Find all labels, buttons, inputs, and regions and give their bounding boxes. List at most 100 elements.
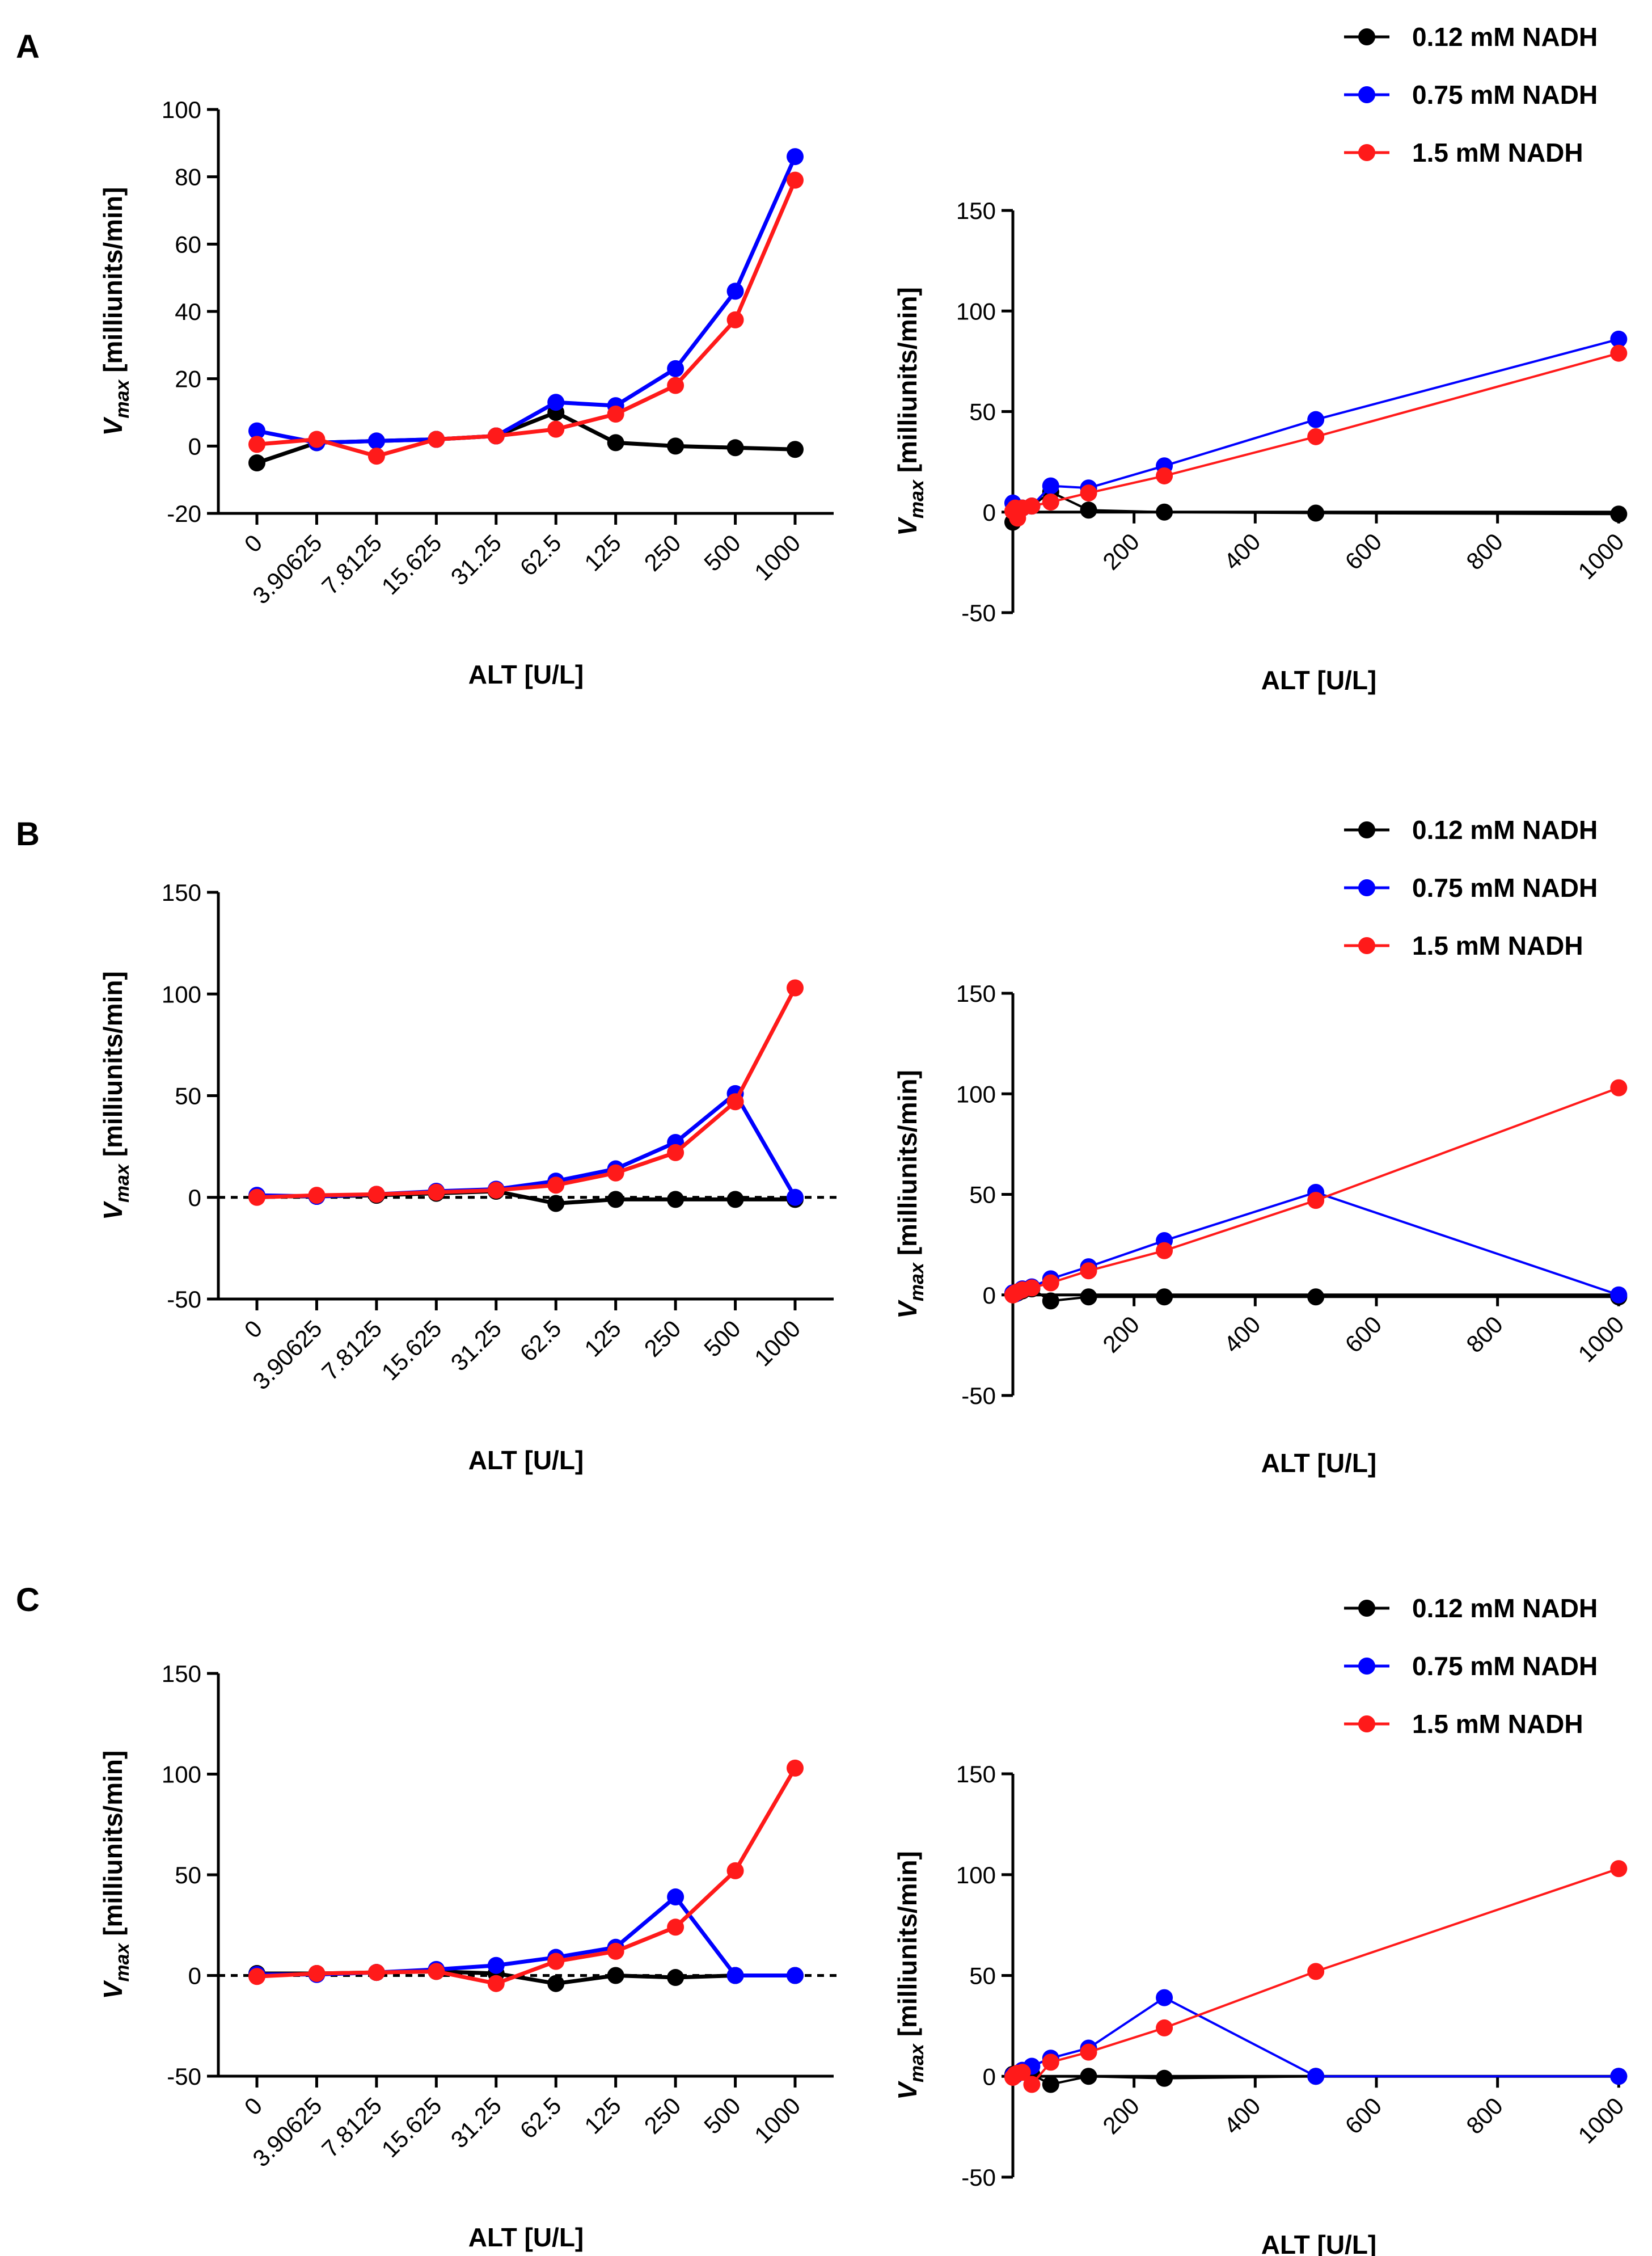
chart-a-right: -50 0 50 100 150 200 400 600 800 1000 ALT [U/L] Vma…	[893, 197, 1629, 695]
x-tick-label: 1000	[1573, 1311, 1629, 1367]
y-tick-label: 60	[175, 231, 201, 258]
series-0-75-mm-nadh	[248, 1888, 804, 1984]
data-point	[1307, 1963, 1325, 1980]
x-tick-label: 0	[239, 1315, 268, 1343]
x-axis-title: ALT [U/L]	[1261, 2230, 1377, 2256]
data-point	[667, 1918, 685, 1936]
data-point	[308, 431, 326, 448]
data-point	[1610, 330, 1628, 348]
x-tick-label: 62.5	[515, 529, 567, 581]
x-axis-title: ALT [U/L]	[468, 1445, 584, 1475]
y-axis-title-v: V	[98, 416, 128, 436]
data-point	[787, 1967, 804, 1984]
series-1-5-mm-nadh	[248, 979, 804, 1206]
data-point	[487, 1956, 505, 1974]
y-axis-title-v: V	[98, 1201, 128, 1220]
data-point	[1307, 1192, 1325, 1209]
data-point	[1080, 1262, 1097, 1280]
series-0-75-mm-nadh	[1004, 1989, 1628, 2085]
legend-label: 1.5 mM NADH	[1412, 931, 1583, 960]
data-point	[308, 1187, 326, 1204]
x-tick-label: 250	[639, 1315, 686, 1362]
legend-label: 1.5 mM NADH	[1412, 1709, 1583, 1739]
x-axis-title: ALT [U/L]	[1261, 1448, 1377, 1478]
data-point	[428, 1963, 445, 1980]
chart-b-right: -50 0 50 100 150 200 400 600 800 1000 ALT [U/L] Vma…	[893, 980, 1629, 1478]
data-point	[787, 441, 804, 458]
y-tick-label: 50	[969, 1963, 996, 1989]
y-tick-label: -50	[961, 2164, 996, 2191]
data-point	[726, 311, 744, 328]
x-tick-label: 200	[1097, 2092, 1144, 2139]
x-tick-label: 600	[1340, 2092, 1387, 2139]
data-point	[1156, 2069, 1173, 2087]
data-point	[607, 405, 624, 423]
data-point	[487, 427, 505, 445]
data-point	[248, 422, 265, 440]
data-point	[1156, 2019, 1173, 2036]
data-point	[428, 1183, 445, 1201]
data-point	[726, 1967, 744, 1984]
x-tick-label: 125	[579, 529, 626, 576]
y-tick-label: -50	[961, 1382, 996, 1409]
data-point	[607, 1942, 624, 1960]
data-point	[547, 1177, 565, 1194]
legend-label: 0.12 mM NADH	[1412, 815, 1598, 845]
y-axis-title: Vmax [milliunits/min]	[893, 1851, 928, 2100]
legend-label: 0.75 mM NADH	[1412, 80, 1598, 109]
legend-marker	[1358, 937, 1375, 954]
y-tick-label: 50	[969, 399, 996, 425]
data-point	[667, 1144, 685, 1161]
data-point	[248, 454, 265, 471]
data-point	[1307, 1288, 1325, 1306]
y-tick-label: 150	[956, 197, 996, 224]
y-axis-title-unit: [milliunits/min]	[893, 1070, 922, 1263]
y-tick-label: 0	[983, 499, 996, 526]
y-tick-label: 0	[188, 433, 201, 459]
series-line	[1013, 1996, 1619, 2078]
x-tick-label: 800	[1461, 1311, 1508, 1358]
x-tick-label: 1000	[1573, 2092, 1629, 2148]
data-point	[787, 148, 804, 166]
y-tick-label: 150	[162, 879, 201, 906]
data-point	[667, 377, 685, 394]
x-tick-label: 500	[699, 529, 746, 576]
data-point	[1023, 1279, 1041, 1297]
series-0-75-mm-nadh	[248, 148, 804, 452]
legend-label: 1.5 mM NADH	[1412, 138, 1583, 167]
y-tick-label: 100	[956, 298, 996, 324]
series-line	[256, 1767, 797, 1986]
x-tick-label: 31.25	[446, 529, 507, 591]
x-tick-label: 31.25	[446, 2092, 507, 2153]
panel-label: B	[16, 816, 40, 853]
x-tick-label: 400	[1219, 528, 1266, 575]
x-tick-label: 400	[1219, 1311, 1266, 1358]
data-point	[667, 360, 685, 377]
legend-marker	[1358, 28, 1375, 45]
y-tick-label: -50	[167, 2063, 201, 2090]
data-point	[607, 1967, 624, 1984]
y-tick-label: 0	[188, 1184, 201, 1211]
x-tick-label: 500	[699, 2092, 746, 2139]
data-point	[367, 1964, 385, 1981]
data-point	[787, 1759, 804, 1777]
data-point	[1042, 1292, 1059, 1310]
y-axis-title-v: V	[893, 517, 922, 536]
legend-label: 0.75 mM NADH	[1412, 873, 1598, 903]
y-axis-title-sub: max	[112, 1163, 133, 1203]
y-tick-label: 0	[188, 1963, 201, 1989]
x-tick-label: 200	[1097, 1311, 1144, 1358]
data-point	[726, 439, 744, 457]
chart-c-right: -50 0 50 100 150 200 400 600 800 1000 ALT [U/L] Vma…	[893, 1761, 1629, 2256]
data-point	[787, 979, 804, 997]
y-axis-title: Vmax [milliunits/min]	[893, 1070, 928, 1319]
legend-label: 0.12 mM NADH	[1412, 22, 1598, 52]
y-tick-label: 150	[162, 1660, 201, 1687]
data-point	[1307, 504, 1325, 522]
y-axis-title-sub: max	[112, 1942, 133, 1981]
y-tick-label: 80	[175, 164, 201, 191]
data-point	[428, 431, 445, 448]
legend-marker	[1358, 821, 1375, 838]
x-tick-label: 62.5	[515, 1315, 567, 1367]
series-line	[256, 155, 797, 445]
